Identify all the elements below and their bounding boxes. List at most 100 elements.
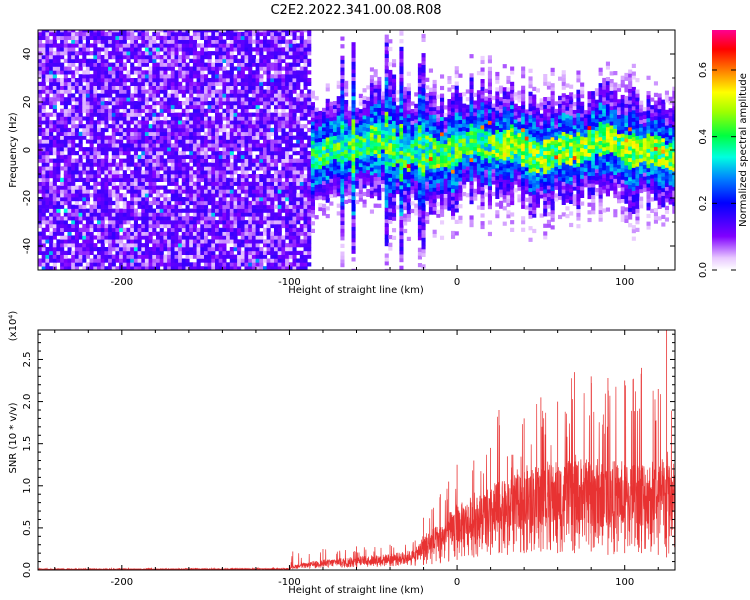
spectrogram-cell: [325, 190, 330, 196]
spectrogram-cell: [259, 250, 264, 255]
spectrogram-cell: [111, 177, 116, 182]
spectrogram-cell: [67, 116, 72, 121]
spectrogram-cell: [167, 212, 172, 217]
spectrogram-cell: [71, 139, 76, 144]
spectrogram-cell: [274, 85, 279, 90]
spectrogram-cell: [200, 30, 205, 33]
spectrogram-cell: [218, 258, 223, 263]
spectrogram-cell: [207, 35, 212, 40]
spectrogram-cell: [200, 227, 205, 232]
spectrogram-cell: [248, 258, 253, 263]
spectrogram-cell: [377, 149, 382, 155]
spectrogram-cell: [104, 74, 109, 79]
spectrogram-cell: [49, 151, 54, 156]
spectrogram-cell: [41, 116, 46, 121]
spectrogram-cell: [292, 58, 297, 63]
spectrogram-cell: [144, 212, 149, 217]
spectrogram-cell: [63, 227, 68, 232]
spectrogram-cell: [71, 177, 76, 182]
spectrogram-cell: [137, 47, 142, 52]
spectrogram-cell: [292, 81, 297, 86]
spectrogram-cell: [137, 200, 142, 206]
spectrogram-cell: [74, 162, 79, 167]
spectrogram-cell: [392, 74, 397, 79]
spectrogram-cell: [229, 154, 234, 159]
spectrogram-cell: [196, 154, 201, 159]
spectrogram-cell: [74, 170, 79, 175]
spectrogram-cell: [52, 43, 57, 48]
spectrogram-cell: [207, 135, 212, 140]
spectrogram-cell: [78, 120, 83, 125]
spectrogram-cell: [163, 258, 168, 263]
spectrogram-cell: [355, 161, 360, 166]
spectrogram-cell: [85, 70, 90, 75]
spectrogram-cell: [344, 199, 349, 204]
spectrogram-cell: [108, 112, 113, 117]
spectrogram-cell: [229, 101, 234, 106]
spectrogram-cell: [207, 239, 212, 244]
spectrogram-cell: [259, 223, 264, 229]
spectrogram-cell: [358, 93, 363, 98]
spectrogram-cell: [200, 170, 205, 175]
spectrogram-cell: [388, 165, 393, 171]
spectrogram-cell: [49, 112, 54, 117]
spectrogram-cell: [266, 158, 271, 163]
spectrogram-cell: [362, 168, 367, 174]
spectrogram-cell: [281, 47, 286, 52]
spectrogram-cell: [270, 220, 275, 225]
spectrogram-cell: [255, 104, 260, 110]
spectrogram-cell: [152, 216, 157, 221]
spectrogram-cell: [49, 247, 54, 252]
spectrogram-cell: [49, 139, 54, 144]
spectrogram-cell: [74, 143, 79, 148]
spectrogram-cell: [388, 192, 393, 197]
spectrogram-cell: [281, 74, 286, 79]
spectrogram-cell: [144, 135, 149, 140]
spectrogram-cell: [85, 35, 90, 40]
spectrogram-cell: [178, 62, 183, 67]
spectrogram-cell: [119, 208, 124, 213]
spectrogram-cell: [119, 62, 124, 67]
spectrogram-cell: [218, 266, 223, 270]
spectrogram-cell: [340, 105, 345, 110]
spectrogram-cell: [385, 273, 389, 277]
spectrogram-cell: [215, 254, 220, 259]
spectrogram-cell: [384, 111, 389, 116]
spectrogram-cell: [52, 31, 57, 37]
spectrogram-cell: [270, 139, 275, 144]
spectrogram-cell: [185, 154, 190, 159]
spectrogram-cell: [41, 197, 46, 202]
spectrogram-cell: [130, 139, 135, 144]
spectrogram-cell: [270, 162, 275, 167]
spectrogram-cell: [277, 81, 282, 86]
spectrogram-cell: [392, 228, 397, 233]
spectrogram-cell: [122, 81, 127, 86]
spectrogram-cell: [281, 162, 286, 167]
spectrogram-cell: [74, 220, 79, 225]
spectrogram-cell: [255, 223, 260, 229]
spectrogram-cell: [192, 43, 197, 48]
spectrogram-cell: [274, 231, 279, 236]
spectrogram-cell: [130, 101, 135, 106]
spectrogram-cell: [325, 179, 330, 184]
spectrogram-cell: [89, 258, 94, 263]
spectrogram-cell: [237, 39, 242, 44]
spectrogram-cell: [358, 132, 363, 137]
spectrogram-cell: [369, 159, 374, 164]
spectrogram-cell: [340, 190, 345, 195]
spectrogram-cell: [108, 227, 113, 232]
spectrogram-cell: [156, 170, 161, 175]
spectrogram-cell: [174, 254, 179, 259]
spectrogram-cell: [41, 227, 46, 232]
spectrogram-cell: [263, 58, 268, 63]
spectrogram-cell: [192, 89, 197, 94]
spectrogram-cell: [178, 74, 183, 79]
spectrogram-cell: [207, 197, 212, 202]
spectrogram-cell: [207, 139, 212, 144]
spectrogram-cell: [270, 78, 275, 83]
spectrogram-cell: [266, 104, 271, 110]
spectrogram-cell: [318, 195, 323, 200]
spectrogram-cell: [67, 47, 72, 52]
spectrogram-cell: [111, 85, 116, 90]
spectrogram-cell: [292, 223, 297, 229]
